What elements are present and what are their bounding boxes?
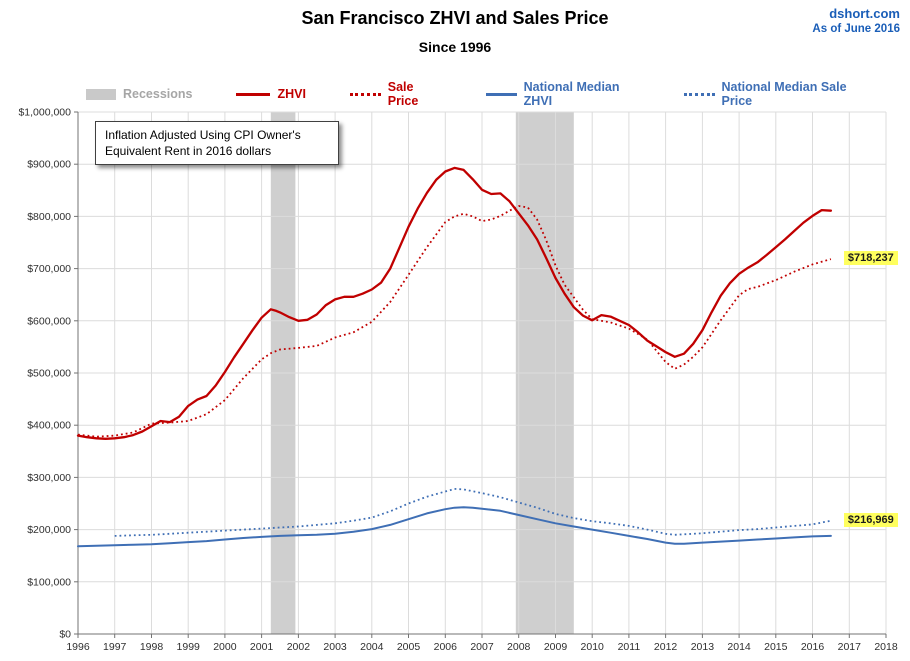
blue-dotted-line-icon bbox=[683, 92, 715, 96]
x-tick-label: 1996 bbox=[66, 641, 90, 653]
x-tick-label: 2012 bbox=[654, 641, 678, 653]
legend-item-sale-price: Sale Price bbox=[349, 80, 442, 108]
y-tick-label: $500,000 bbox=[27, 368, 71, 380]
red-dotted-line-icon bbox=[349, 92, 381, 96]
y-tick-label: $800,000 bbox=[27, 211, 71, 223]
legend-item-zhvi: ZHVI bbox=[236, 87, 306, 101]
x-tick-label: 2008 bbox=[507, 641, 531, 653]
x-tick-label: 2014 bbox=[727, 641, 751, 653]
red-solid-line-icon bbox=[236, 92, 271, 96]
sale-price-value-label: $718,237 bbox=[843, 251, 898, 266]
source-link[interactable]: dshort.com bbox=[829, 6, 900, 21]
legend-label-national-zhvi: National Median ZHVI bbox=[523, 80, 620, 108]
x-tick-label: 2002 bbox=[287, 641, 311, 653]
legend-item-recessions: Recessions bbox=[86, 87, 192, 101]
x-tick-label: 1997 bbox=[103, 641, 127, 653]
recession-swatch-icon bbox=[86, 88, 116, 100]
x-tick-label: 2011 bbox=[618, 641, 641, 653]
y-tick-label: $700,000 bbox=[27, 263, 71, 275]
x-tick-label: 2018 bbox=[874, 641, 898, 653]
x-tick-label: 1999 bbox=[177, 641, 201, 653]
y-tick-label: $100,000 bbox=[27, 576, 71, 588]
y-tick-label: $900,000 bbox=[27, 159, 71, 171]
x-tick-label: 2003 bbox=[323, 641, 347, 653]
legend: Recessions ZHVI Sale Price National Medi… bbox=[86, 80, 910, 108]
legend-item-national-zhvi: National Median ZHVI bbox=[485, 80, 640, 108]
x-tick-label: 2013 bbox=[691, 641, 715, 653]
x-tick-label: 2007 bbox=[470, 641, 494, 653]
y-tick-label: $1,000,000 bbox=[18, 107, 71, 119]
series-zhvi bbox=[76, 166, 833, 440]
legend-label-national-sale: National Median Sale Price bbox=[721, 80, 847, 108]
x-tick-label: 2006 bbox=[434, 641, 458, 653]
x-tick-label: 2000 bbox=[213, 641, 237, 653]
legend-label-zhvi: ZHVI bbox=[277, 87, 306, 101]
chart-subtitle: Since 1996 bbox=[418, 39, 492, 55]
x-tick-label: 2009 bbox=[544, 641, 568, 653]
x-tick-label: 2016 bbox=[801, 641, 825, 653]
y-tick-label: $200,000 bbox=[27, 524, 71, 536]
x-tick-label: 1998 bbox=[140, 641, 164, 653]
x-tick-label: 2001 bbox=[250, 641, 274, 653]
y-tick-label: $300,000 bbox=[27, 472, 71, 484]
y-tick-label: $400,000 bbox=[27, 420, 71, 432]
x-tick-label: 2004 bbox=[360, 641, 384, 653]
legend-label-recessions: Recessions bbox=[123, 87, 193, 101]
source-block: dshort.com As of June 2016 bbox=[812, 6, 900, 35]
x-tick-label: 2005 bbox=[397, 641, 421, 653]
x-tick-label: 2017 bbox=[838, 641, 862, 653]
legend-label-sale-price: Sale Price bbox=[387, 80, 419, 108]
x-tick-label: 2010 bbox=[581, 641, 605, 653]
national-sale-value-label: $216,969 bbox=[843, 512, 898, 527]
as-of-date: As of June 2016 bbox=[812, 23, 900, 35]
x-tick-label: 2015 bbox=[764, 641, 788, 653]
annotation-box: Inflation Adjusted Using CPI Owner's Equ… bbox=[95, 121, 339, 166]
legend-item-national-sale: National Median Sale Price bbox=[683, 80, 866, 108]
y-tick-label: $600,000 bbox=[27, 315, 71, 327]
series-sale-price bbox=[77, 205, 832, 438]
blue-solid-line-icon bbox=[485, 92, 517, 96]
y-tick-label: $0 bbox=[59, 629, 71, 641]
page-title: San Francisco ZHVI and Sales Price bbox=[301, 8, 609, 28]
series-national-sale bbox=[114, 488, 832, 537]
series-national-zhvi bbox=[77, 506, 832, 548]
